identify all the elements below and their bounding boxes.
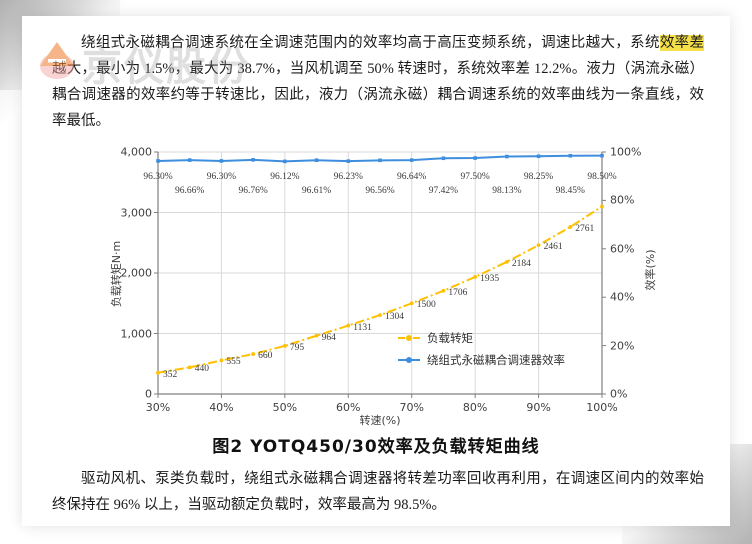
efficiency-point-label: 96.12% <box>270 172 300 182</box>
legend-swatch-efficiency <box>398 355 420 365</box>
y-axis-tick: 2,000 <box>120 266 153 280</box>
y-axis-tick: 0 <box>145 387 152 401</box>
efficiency-point-label: 98.13% <box>492 186 522 196</box>
legend-item[interactable]: 绕组式永磁耦合调速器效率 <box>398 352 565 368</box>
torque-point-label: 2461 <box>543 242 563 253</box>
x-axis-tick: 90% <box>526 401 551 414</box>
efficiency-point-label: 96.30% <box>206 172 237 182</box>
torque-point-label: 1304 <box>385 312 404 323</box>
efficiency-point-label: 97.42% <box>428 186 459 196</box>
paragraph-top-part1: 绕组式永磁耦合调速系统在全调速范围内的效率均高于高压变频系统，调速比越大，系统 <box>81 35 660 51</box>
efficiency-point-label: 98.45% <box>555 186 585 196</box>
torque-point-label: 2184 <box>511 258 531 269</box>
x-axis-tick: 50% <box>272 401 298 414</box>
paragraph-top-highlight: 效率差 <box>659 35 705 51</box>
torque-point-label: 1706 <box>448 287 468 298</box>
y2-axis-tick: 0% <box>610 387 628 401</box>
figure-caption: 图2 YOTQ450/30效率及负载转矩曲线 <box>212 437 540 457</box>
x-axis-label: 转速(%) <box>359 414 401 427</box>
paragraph-top: 绕组式永磁耦合调速系统在全调速范围内的效率均高于高压变频系统，调速比越大，系统效… <box>52 30 705 134</box>
y2-axis-tick: 20% <box>610 339 635 353</box>
x-axis-tick: 70% <box>399 401 424 414</box>
y-axis-tick: 4,000 <box>120 145 153 159</box>
efficiency-point-label: 96.64% <box>397 172 427 182</box>
y-axis-tick: 3,000 <box>120 206 153 219</box>
torque-point-label: 1500 <box>416 300 436 311</box>
x-axis-tick: 60% <box>336 401 361 414</box>
efficiency-point-label: 96.66% <box>175 186 205 196</box>
torque-point-label: 440 <box>194 364 209 375</box>
torque-point-label: 660 <box>258 351 273 362</box>
legend-swatch-torque <box>398 333 420 343</box>
page-sheet <box>22 16 730 526</box>
torque-point-label: 1131 <box>353 322 372 333</box>
x-axis-tick: 100% <box>586 401 618 414</box>
legend-label: 负载转矩 <box>427 331 473 345</box>
paragraph-top-part2: 越大，最小为 1.5%，最大为 38.7%，当风机调至 50% 转速时，系统效率… <box>52 61 704 129</box>
torque-point-label: 555 <box>226 357 241 368</box>
efficiency-point-label: 98.25% <box>523 172 554 182</box>
torque-point-label: 1935 <box>480 273 500 284</box>
efficiency-point-label: 96.30% <box>143 172 173 182</box>
paragraph-bottom: 驱动风机、泵类负载时，绕组式永磁耦合调速器将转差功率回收再利用，在调速区间内的效… <box>52 471 704 513</box>
legend-item[interactable]: 负载转矩 <box>398 330 473 346</box>
x-axis-tick: 80% <box>462 401 488 414</box>
y2-axis-tick: 40% <box>610 290 635 304</box>
efficiency-point-label: 96.61% <box>301 186 332 196</box>
torque-point-label: 2761 <box>575 223 595 234</box>
y-axis-tick: 1,000 <box>120 327 153 340</box>
torque-point-label: 352 <box>163 369 178 380</box>
torque-point-label: 795 <box>289 342 305 353</box>
x-axis-tick: 40% <box>209 401 234 414</box>
legend-label: 绕组式永磁耦合调速器效率 <box>427 353 565 367</box>
y2-axis-tick: 80% <box>610 193 635 207</box>
efficiency-point-label: 98.50% <box>587 172 617 182</box>
y2-axis-tick: 60% <box>610 242 635 256</box>
efficiency-point-label: 96.76% <box>238 186 268 196</box>
x-axis-tick: 30% <box>145 401 171 414</box>
torque-point-label: 964 <box>321 332 336 343</box>
efficiency-point-label: 97.50% <box>460 172 490 182</box>
efficiency-point-label: 96.23% <box>333 172 363 182</box>
y-axis-label-right: 效率(%) <box>644 249 657 291</box>
efficiency-point-label: 96.56% <box>365 186 395 196</box>
chart-plot-area <box>154 151 606 398</box>
efficiency-torque-chart: 负载转矩N·m 效率(%) 转速(%) 0 1,000 2,000 3,000 4,00… <box>110 142 657 432</box>
y2-axis-tick: 100% <box>610 145 642 159</box>
